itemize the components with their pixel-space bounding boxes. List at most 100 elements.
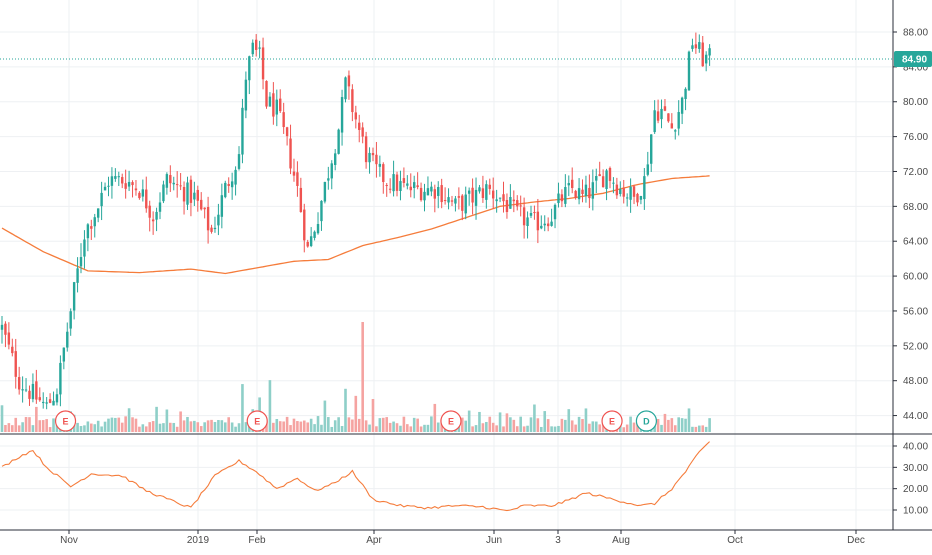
- candle-body: [316, 224, 320, 234]
- volume-bar: [557, 425, 560, 432]
- earnings-marker[interactable]: E: [601, 410, 623, 432]
- candle-body: [687, 51, 691, 91]
- candle-body: [540, 225, 543, 229]
- candle-body: [303, 209, 306, 241]
- volume-bar: [186, 416, 189, 432]
- candle-body: [193, 192, 196, 200]
- candle-body: [340, 97, 344, 133]
- volume-bar: [223, 422, 227, 432]
- indicator-layer: [1, 441, 710, 512]
- candle-body: [258, 47, 261, 49]
- candle-body: [581, 189, 584, 195]
- candle-body: [536, 211, 540, 231]
- volume-bar: [175, 426, 179, 432]
- volume-bar: [86, 421, 90, 432]
- volume-bar: [560, 418, 564, 432]
- volume-bar: [670, 418, 674, 432]
- last-price-label: 84.90: [902, 55, 927, 66]
- candle-body: [296, 172, 299, 186]
- price-tick-label: 80.00: [903, 97, 928, 108]
- volume-bar: [217, 420, 220, 432]
- candle-body: [426, 188, 430, 196]
- volume-bar: [96, 420, 100, 432]
- indicator-tick-label: 40.00: [903, 442, 928, 453]
- volume-bar: [117, 417, 121, 432]
- volume-bar: [677, 417, 680, 432]
- time-tick-label: Aug: [612, 535, 630, 546]
- volume-bar: [691, 426, 694, 432]
- candle-body: [347, 75, 351, 87]
- candle-body: [598, 174, 601, 177]
- candle-body: [512, 199, 516, 202]
- volume-bar: [265, 421, 268, 432]
- earnings-marker[interactable]: E: [246, 410, 268, 432]
- candle-body: [169, 175, 172, 184]
- candle-body: [186, 182, 189, 205]
- time-tick-label: Dec: [847, 535, 865, 546]
- dividend-marker[interactable]: D: [635, 410, 658, 432]
- volume-bar: [632, 422, 636, 432]
- candle-body: [443, 200, 447, 202]
- volume-bar: [423, 424, 426, 432]
- volume-bar: [230, 422, 234, 432]
- volume-bar: [0, 405, 4, 432]
- candle-body: [492, 190, 495, 199]
- candle-body: [268, 96, 272, 107]
- volume-bar: [237, 423, 241, 432]
- candle-body: [591, 182, 595, 199]
- candle-body: [608, 168, 612, 181]
- volume-bar: [210, 419, 213, 432]
- volume-bar: [48, 427, 52, 432]
- candle-body: [333, 153, 337, 165]
- volume-bar: [330, 426, 334, 432]
- indicator-line: [1, 441, 710, 512]
- candle-body: [529, 213, 533, 216]
- candle-body: [646, 164, 649, 175]
- earnings-marker[interactable]: E: [440, 410, 462, 432]
- candle-body: [72, 282, 76, 311]
- volume-bar: [213, 422, 217, 432]
- candle-body: [430, 186, 433, 192]
- candle-body: [323, 181, 327, 202]
- volume-bar: [28, 417, 31, 432]
- volume-bar: [701, 425, 705, 432]
- time-tick-label: Oct: [727, 535, 743, 546]
- volume-bar: [591, 421, 595, 432]
- price-tick-label: 52.00: [903, 341, 928, 352]
- candle-body: [663, 106, 667, 111]
- candle-body: [254, 39, 258, 50]
- candle-body: [17, 377, 21, 390]
- indicator-tick-label: 30.00: [903, 463, 928, 474]
- candle-body: [42, 401, 45, 404]
- candle-body: [45, 402, 48, 404]
- volume-bar: [667, 419, 670, 432]
- volume-bar: [162, 423, 165, 432]
- candle-body: [306, 241, 309, 247]
- volume-bar: [364, 420, 368, 432]
- volume-bar: [41, 420, 45, 432]
- candle-body: [406, 183, 409, 186]
- volume-bar: [76, 422, 79, 432]
- volume-bar: [4, 425, 7, 432]
- volume-bar: [588, 423, 591, 432]
- candle-body: [14, 351, 17, 377]
- volume-bar: [478, 411, 481, 432]
- candle-body: [588, 187, 591, 199]
- candle-body: [66, 331, 69, 348]
- volume-bar: [433, 403, 437, 432]
- candle-body: [103, 186, 107, 191]
- candle-body: [110, 176, 114, 186]
- price-tick-label: 72.00: [903, 167, 928, 178]
- indicator-tick-label: 20.00: [903, 484, 928, 495]
- candle-body: [155, 211, 158, 220]
- candle-body: [505, 199, 509, 213]
- candle-body: [656, 111, 660, 121]
- candle-body: [55, 394, 59, 403]
- volume-bar: [574, 424, 577, 432]
- earnings-marker[interactable]: E: [54, 410, 77, 432]
- volume-bar: [272, 422, 275, 432]
